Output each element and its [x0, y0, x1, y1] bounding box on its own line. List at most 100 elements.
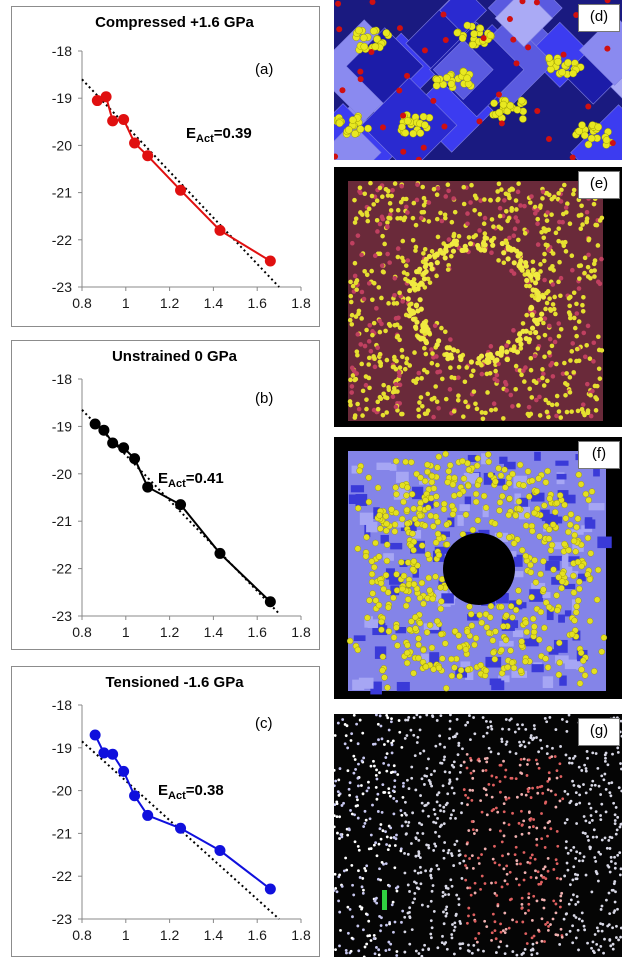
sphere-atom	[528, 594, 535, 601]
slab-facet	[509, 551, 517, 557]
atom-red	[400, 148, 407, 155]
rim-atom	[535, 296, 541, 303]
lattice-atom	[522, 203, 527, 209]
lattice-atom	[470, 368, 476, 374]
lattice-dot	[342, 869, 346, 873]
lattice-dot	[540, 837, 544, 841]
lattice-dot	[374, 773, 378, 777]
lattice-dot	[387, 728, 391, 732]
lattice-atom	[433, 384, 438, 389]
lattice-dot	[567, 714, 571, 717]
sphere-atom	[483, 624, 491, 631]
lattice-atom	[512, 226, 518, 232]
lattice-dot	[420, 954, 424, 957]
lattice-dot	[605, 846, 609, 850]
sphere-atom	[506, 495, 513, 502]
lattice-dot	[385, 843, 388, 846]
slab-facet	[542, 592, 551, 598]
sphere-atom	[485, 451, 492, 458]
y-tick-label: -22	[52, 232, 72, 248]
rim-atom	[520, 328, 526, 334]
lattice-dot	[508, 870, 512, 874]
rim-atom	[534, 271, 540, 277]
lattice-dot	[371, 742, 375, 746]
lattice-dot	[389, 942, 393, 946]
lattice-dot	[338, 944, 341, 948]
lattice-dot	[372, 843, 376, 847]
slab-facet	[524, 638, 538, 645]
sphere-atom	[570, 537, 578, 545]
lattice-dot	[522, 740, 526, 744]
sphere-atom	[383, 541, 391, 548]
lattice-dot	[394, 837, 398, 841]
lattice-dot	[586, 835, 589, 838]
rim-atom	[414, 319, 420, 325]
lattice-atom	[355, 332, 361, 337]
lattice-atom	[571, 187, 577, 193]
lattice-atom	[560, 219, 565, 225]
lattice-dot	[452, 809, 455, 812]
slab-facet	[496, 593, 509, 604]
lattice-dot	[473, 732, 477, 736]
rim-atom	[462, 243, 468, 249]
lattice-atom	[451, 231, 457, 237]
lattice-dot	[508, 750, 512, 754]
lattice-atom	[391, 364, 396, 370]
lattice-dot	[503, 952, 507, 956]
sphere-atom	[482, 611, 490, 618]
lattice-dot	[590, 819, 594, 822]
lattice-dot	[435, 719, 439, 722]
sphere-atom	[456, 672, 463, 680]
sphere-atom	[545, 535, 553, 542]
lattice-dot	[608, 835, 612, 839]
lattice-atom	[479, 410, 485, 415]
lattice-atom	[534, 397, 539, 403]
lattice-dot	[558, 943, 562, 946]
image-label-f: (f)	[578, 441, 620, 469]
lattice-dot	[533, 727, 536, 731]
lattice-dot	[471, 776, 475, 780]
lattice-dot	[352, 754, 356, 758]
atom-red	[534, 107, 541, 114]
lattice-dot	[448, 719, 452, 723]
lattice-dot	[574, 936, 578, 940]
slab-facet	[510, 571, 524, 578]
lattice-dot	[593, 856, 597, 859]
lattice-atom	[593, 395, 598, 400]
lattice-dot	[578, 801, 582, 805]
lattice-dot	[449, 714, 452, 717]
lattice-dot	[584, 873, 588, 877]
lattice-atom	[488, 198, 493, 203]
lattice-atom	[550, 302, 556, 307]
lattice-atom	[369, 268, 374, 274]
sphere-atom	[558, 584, 565, 592]
lattice-dot	[354, 768, 357, 771]
lattice-atom	[554, 393, 560, 399]
lattice-dot	[534, 758, 538, 762]
lattice-atom	[599, 348, 605, 353]
lattice-atom	[434, 399, 440, 405]
lattice-dot	[403, 950, 407, 954]
sphere-atom	[368, 578, 376, 586]
sphere-atom	[541, 624, 548, 632]
data-point	[214, 224, 226, 236]
lattice-dot	[523, 947, 527, 951]
panel-label: (a)	[255, 61, 273, 78]
lattice-dot	[334, 886, 338, 890]
sphere-atom	[449, 511, 457, 518]
lattice-dot	[384, 830, 387, 834]
lattice-atom	[352, 377, 358, 383]
lattice-dot	[395, 833, 398, 837]
lattice-dot	[408, 915, 412, 918]
lattice-dot	[338, 873, 342, 877]
lattice-dot	[372, 934, 376, 937]
lattice-dot	[455, 777, 459, 781]
lattice-atom	[348, 293, 354, 299]
lattice-dot	[572, 914, 576, 917]
lattice-dot	[481, 716, 485, 719]
lattice-atom	[557, 219, 562, 225]
atom-yellow	[382, 29, 391, 37]
lattice-dot	[528, 825, 531, 829]
lattice-dot	[423, 774, 427, 778]
lattice-dot	[356, 776, 360, 780]
